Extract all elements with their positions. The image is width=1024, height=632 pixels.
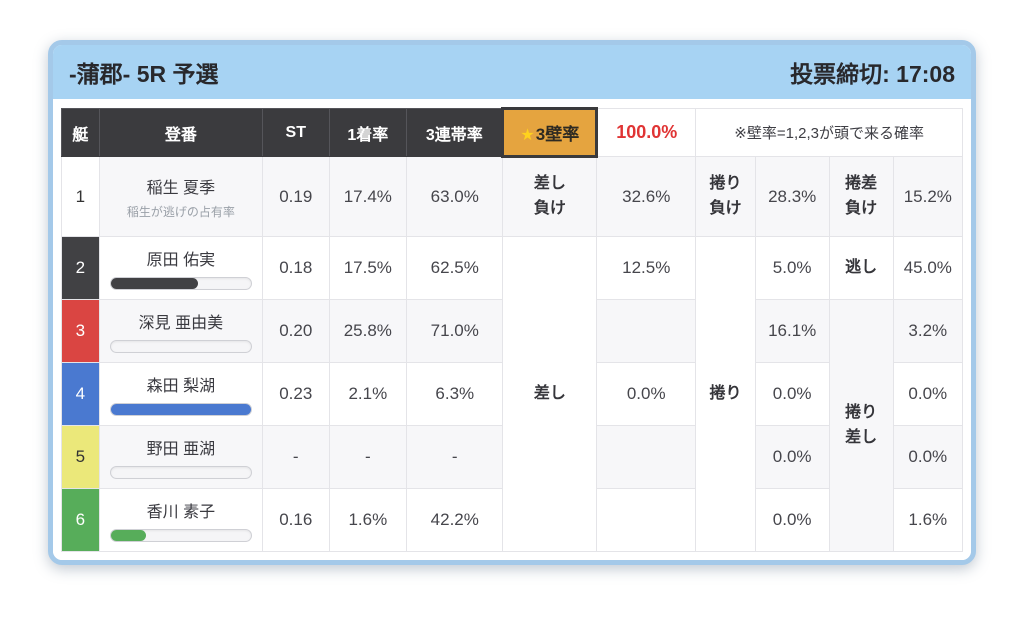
escape-share-bar-track [109,466,252,479]
makuri-merged-label: 捲り [695,236,756,552]
racer-cell: 稲生 夏季 稲生が逃げの占有率 [98,156,263,237]
makusa-value-cell: 45.0% [892,236,964,300]
racer-row-1: 1 稲生 夏季 稲生が逃げの占有率 0.19 17.4% 63.0% 差し 負け… [61,156,964,237]
racer-subtitle: 稲生が逃げの占有率 [126,204,235,219]
header-row: 艇 登番 ST 1着率 3連帯率 ★3壁率 100.0% ※壁率=1,2,3が頭… [61,107,963,158]
boat-number-cell: 1 [61,156,100,237]
sashi-value-cell [596,425,697,489]
wall-rate-label: 3壁率 [535,125,580,144]
racer-cell: 森田 梨湖 [98,362,263,426]
trio-rate-cell: 42.2% [406,488,504,552]
wall-rate-note: ※壁率=1,2,3が頭で来る確率 [695,108,963,157]
col-header-win-rate: 1着率 [328,108,408,157]
st-cell: 0.18 [261,236,330,300]
win-rate-cell: 2.1% [328,362,408,426]
st-cell: 0.20 [261,299,330,363]
racer-cell: 原田 佑実 [98,236,263,300]
racer-name: 原田 佑実 [146,252,216,269]
racer-name: 稲生 夏季 [146,179,216,197]
escape-share-bar-track [109,277,252,290]
racer-name: 森田 梨湖 [146,378,216,395]
trio-rate-cell: 62.5% [406,236,504,300]
col-header-trio-rate: 3連帯率 [406,108,504,157]
trio-rate-cell: 71.0% [406,299,504,363]
boat-number-cell: 5 [61,425,100,489]
makusa-make-label: 捲差 負け [828,156,894,237]
col-header-st: ST [261,108,330,157]
racer-cell: 香川 素子 [98,488,263,552]
racer-name: 野田 亜湖 [146,441,216,458]
vote-deadline: 投票締切: 17:08 [790,61,955,87]
win-rate-cell: 17.4% [328,156,408,237]
col-header-entry: 登番 [98,108,263,157]
racer-cell: 野田 亜湖 [98,425,263,489]
nigashi-label: 逃し [828,236,894,300]
racer-row-6: 6 香川 素子 0.16 1.6% 42.2% 0.0% 1.6% [61,488,964,552]
race-card: -蒲郡- 5R 予選 投票締切: 17:08 艇 登番 ST 1着率 3連帯率 … [48,40,976,565]
escape-share-bar-fill [110,404,251,415]
sashi-value-cell [596,488,697,552]
win-rate-cell: 17.5% [328,236,408,300]
sashi-make-label: 差し 負け [502,156,598,237]
st-cell: 0.19 [261,156,330,237]
makuri-value-cell: 16.1% [754,299,830,363]
card-body: 艇 登番 ST 1着率 3連帯率 ★3壁率 100.0% ※壁率=1,2,3が頭… [53,99,971,560]
racer-name: 香川 素子 [146,504,216,521]
racer-row-5: 5 野田 亜湖 - - - 0.0% 0.0% [61,425,964,489]
makuri-value-cell: 0.0% [754,425,830,489]
boat-number-cell: 2 [61,236,100,300]
trio-rate-cell: 63.0% [406,156,504,237]
escape-share-bar-fill [110,278,198,289]
win-rate-cell: 25.8% [328,299,408,363]
racer-row-3: 3 深見 亜由美 0.20 25.8% 71.0% 16.1% 捲り 差し 3.… [61,299,964,552]
st-cell: - [261,425,330,489]
escape-share-bar-track [109,529,252,542]
sashi-value-cell [596,299,697,363]
sashi-merged-label: 差し [502,236,598,552]
makuri-value-cell: 0.0% [754,488,830,552]
makusa-value-cell: 1.6% [892,488,964,552]
makuri-value-cell: 28.3% [754,156,830,237]
boat-number-cell: 6 [61,488,100,552]
makuri-sashi-merged-label: 捲り 差し [828,299,894,552]
racer-name: 深見 亜由美 [138,315,224,332]
makuri-value-cell: 5.0% [754,236,830,300]
makusa-value-cell: 3.2% [892,299,964,363]
wall-rate-value: 100.0% [596,108,697,157]
st-cell: 0.23 [261,362,330,426]
trio-rate-cell: 6.3% [406,362,504,426]
race-table: 艇 登番 ST 1着率 3連帯率 ★3壁率 100.0% ※壁率=1,2,3が頭… [61,107,964,552]
star-icon: ★ [520,127,535,144]
racer-row-4: 4 森田 梨湖 0.23 2.1% 6.3% 0.0% 0.0% 0.0% [61,362,964,426]
col-header-boat: 艇 [61,108,100,157]
wall-rate-button[interactable]: ★3壁率 [501,107,599,158]
racer-row-2: 2 原田 佑実 0.18 17.5% 62.5% 差し 12.5% 捲り 5.0… [61,236,964,552]
title-bar: -蒲郡- 5R 予選 投票締切: 17:08 [53,45,971,99]
escape-share-bar-track [109,340,252,353]
win-rate-cell: - [328,425,408,489]
escape-share-bar-track [109,403,252,416]
makuri-make-label: 捲り 負け [695,156,756,237]
win-rate-cell: 1.6% [328,488,408,552]
makusa-value-cell: 0.0% [892,362,964,426]
boat-number-cell: 4 [61,362,100,426]
makusa-value-cell: 0.0% [892,425,964,489]
boat-number-cell: 3 [61,299,100,363]
sashi-value-cell: 32.6% [596,156,697,237]
st-cell: 0.16 [261,488,330,552]
escape-share-bar-fill [110,530,146,541]
race-title: -蒲郡- 5R 予選 [69,61,219,87]
makusa-value-cell: 15.2% [892,156,964,237]
trio-rate-cell: - [406,425,504,489]
sashi-value-cell: 0.0% [596,362,697,426]
sashi-value-cell: 12.5% [596,236,697,300]
makuri-value-cell: 0.0% [754,362,830,426]
racer-cell: 深見 亜由美 [98,299,263,363]
